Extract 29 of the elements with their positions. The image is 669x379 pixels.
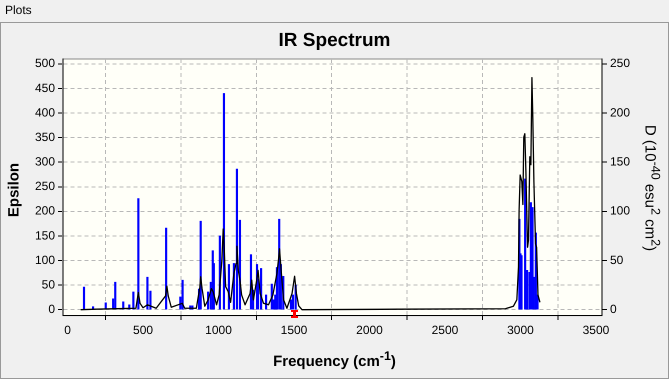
y2-tick-label: 200 — [610, 105, 630, 120]
y-tick-label: 150 — [34, 228, 56, 242]
y-tick-label: 50 — [42, 277, 56, 292]
x-tick-label: 2500 — [432, 323, 459, 338]
y-tick-label: 400 — [34, 105, 56, 120]
chart-title: IR Spectrum — [278, 30, 392, 52]
y-tick-label: 100 — [34, 252, 56, 267]
x-tick-label: 1500 — [280, 323, 308, 338]
y2-tick-label: 250 — [610, 56, 630, 70]
y-tick-label: 250 — [34, 179, 56, 194]
x-tick-label: 3000 — [507, 323, 534, 338]
y-tick-label: 500 — [34, 56, 56, 70]
x-axis-title: Frequency (cm$^{-1}$) — [273, 349, 396, 370]
x-tick-label: 0 — [64, 323, 72, 338]
y-tick-label: 300 — [34, 154, 56, 169]
text: Plots — [5, 3, 32, 17]
x-tick-label: 3500 — [582, 323, 610, 338]
y2-tick-label: 50 — [610, 252, 624, 267]
y-tick-label: 200 — [34, 204, 56, 218]
y2-tick-label: 100 — [610, 204, 630, 218]
x-tick-label: 2000 — [356, 323, 384, 338]
y2-tick-label: 150 — [610, 154, 630, 169]
y-axis-title: Epsilon — [6, 162, 22, 218]
y-tick-label: 350 — [34, 130, 56, 144]
y-tick-label: 450 — [34, 80, 56, 95]
x-tick-label: 500 — [133, 323, 154, 338]
y2-tick-label: 0 — [610, 302, 617, 316]
y-tick-label: 0 — [48, 302, 56, 316]
x-tick-label: 1000 — [205, 323, 232, 338]
